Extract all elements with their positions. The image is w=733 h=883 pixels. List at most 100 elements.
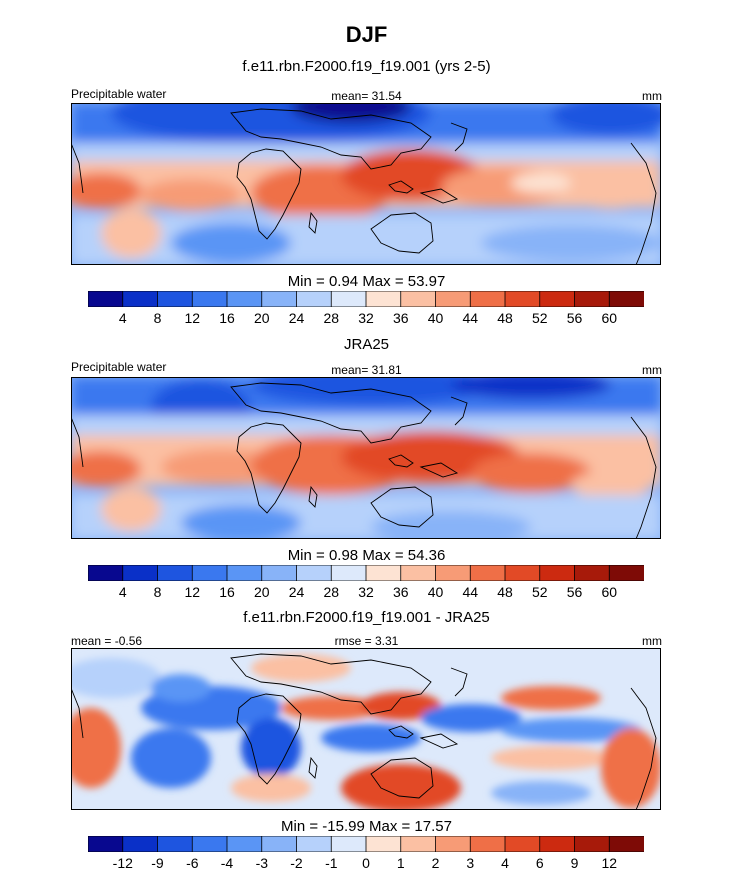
panel-1-left-label: Precipitable water (71, 87, 167, 101)
colorbar-tick-label: 16 (219, 310, 235, 326)
colorbar-tick-label: 0 (362, 855, 370, 871)
colorbar-tick-label: 4 (118, 310, 127, 326)
colorbar-segment (365, 836, 402, 852)
colorbar-segment (191, 836, 228, 852)
colorbar-tick-label: 60 (601, 584, 618, 600)
panel-2-colorbar (88, 565, 644, 581)
panel-1-units-label: mm (642, 89, 662, 103)
colorbar-tick-label: 24 (288, 310, 305, 326)
panel-3-units-label: mm (642, 634, 662, 648)
colorbar-tick-label: 40 (427, 584, 444, 600)
colorbar-tick-label: 48 (497, 310, 513, 326)
colorbar-segment (365, 565, 402, 581)
colorbar-segment (157, 291, 194, 307)
colorbar-segment (330, 291, 367, 307)
colorbar-segment (504, 836, 541, 852)
colorbar-segment (296, 291, 333, 307)
colorbar-segment (226, 291, 263, 307)
colorbar-segment (400, 565, 437, 581)
colorbar-tick-label: 24 (288, 584, 305, 600)
colorbar-segment (261, 291, 298, 307)
colorbar-tick-label: -3 (255, 855, 269, 871)
colorbar-segment (504, 291, 541, 307)
colorbar-segment (296, 565, 333, 581)
colorbar-segment (330, 565, 367, 581)
colorbar-tick-label: 56 (566, 310, 583, 326)
panel-1-colorbar-ticks: 4 8 12 16 20 24 28 32 36 40 44 48 52 56 60 (0, 310, 733, 328)
colorbar-tick-label: 8 (153, 310, 162, 326)
colorbar-tick-label: 20 (254, 310, 270, 326)
panel-1-subtitle: f.e11.rbn.F2000.f19_f19.001 (yrs 2-5) (242, 58, 491, 75)
colorbar-segment (226, 565, 263, 581)
colorbar-segment (122, 565, 159, 581)
colorbar-tick-label: 48 (497, 584, 513, 600)
colorbar-tick-label: 44 (462, 310, 479, 326)
panel-3-map (71, 648, 661, 810)
panel-2-units-label: mm (642, 363, 662, 377)
panel-3-colorbar-ticks: -12 -9 -6 -4 -3 -2 -1 0 1 2 3 4 6 9 12 (0, 855, 733, 873)
colorbar-tick-label: 8 (153, 584, 162, 600)
colorbar-segment (157, 836, 194, 852)
panel-2-map (71, 377, 661, 539)
colorbar-tick-label: 4 (118, 584, 127, 600)
colorbar-segment (122, 291, 159, 307)
colorbar-segment (608, 565, 644, 581)
colorbar-tick-label: 12 (601, 855, 618, 871)
colorbar-segment (574, 836, 611, 852)
colorbar-tick-label: 52 (532, 584, 548, 600)
colorbar-segment (435, 565, 472, 581)
colorbar-tick-label: -9 (151, 855, 164, 871)
panel-2-left-label: Precipitable water (71, 360, 167, 374)
colorbar-segment (574, 565, 611, 581)
colorbar-tick-label: 2 (431, 855, 440, 871)
panel-1-mean-label: mean= 31.54 (331, 89, 402, 103)
colorbar-segment (539, 836, 576, 852)
colorbar-segment (157, 565, 194, 581)
colorbar-segment (574, 291, 611, 307)
panel-3-minmax: Min = -15.99 Max = 17.57 (281, 818, 452, 835)
colorbar-segment (400, 836, 437, 852)
panel-3-rmse-label: rmse = 3.31 (334, 634, 399, 648)
colorbar-tick-label: 1 (396, 855, 405, 871)
colorbar-tick-label: -12 (112, 855, 133, 871)
colorbar-segment (539, 291, 576, 307)
colorbar-segment (88, 836, 124, 852)
colorbar-segment (469, 291, 506, 307)
colorbar-tick-label: 4 (501, 855, 509, 871)
colorbar-segment (365, 291, 402, 307)
colorbar-segment (122, 836, 159, 852)
colorbar-tick-label: 36 (393, 584, 409, 600)
panel-3-subtitle: f.e11.rbn.F2000.f19_f19.001 - JRA25 (243, 609, 490, 626)
colorbar-tick-label: 32 (358, 584, 374, 600)
colorbar-tick-label: 3 (466, 855, 475, 871)
colorbar-tick-label: -2 (290, 855, 303, 871)
panel-1-colorbar (88, 291, 644, 307)
colorbar-tick-label: -6 (186, 855, 199, 871)
panel-1-minmax: Min = 0.94 Max = 53.97 (287, 273, 446, 290)
colorbar-segment (400, 291, 437, 307)
colorbar-segment (469, 565, 506, 581)
colorbar-tick-label: 12 (184, 310, 201, 326)
colorbar-tick-label: 16 (219, 584, 235, 600)
colorbar-segment (88, 291, 124, 307)
colorbar-tick-label: 20 (254, 584, 270, 600)
colorbar-tick-label: 40 (427, 310, 444, 326)
figure-title: DJF (345, 22, 388, 47)
colorbar-segment (296, 836, 333, 852)
colorbar-tick-label: 9 (570, 855, 579, 871)
colorbar-tick-label: 6 (535, 855, 544, 871)
colorbar-segment (88, 565, 124, 581)
colorbar-tick-label: 60 (601, 310, 618, 326)
colorbar-tick-label: 36 (393, 310, 409, 326)
panel-2-subtitle: JRA25 (343, 336, 390, 353)
colorbar-segment (504, 565, 541, 581)
colorbar-segment (261, 565, 298, 581)
colorbar-tick-label: 12 (184, 584, 201, 600)
colorbar-tick-label: -1 (325, 855, 338, 871)
colorbar-segment (330, 836, 367, 852)
colorbar-tick-label: 28 (323, 310, 340, 326)
colorbar-segment (191, 565, 228, 581)
colorbar-segment (608, 836, 644, 852)
colorbar-segment (191, 291, 228, 307)
colorbar-tick-label: 32 (358, 310, 374, 326)
